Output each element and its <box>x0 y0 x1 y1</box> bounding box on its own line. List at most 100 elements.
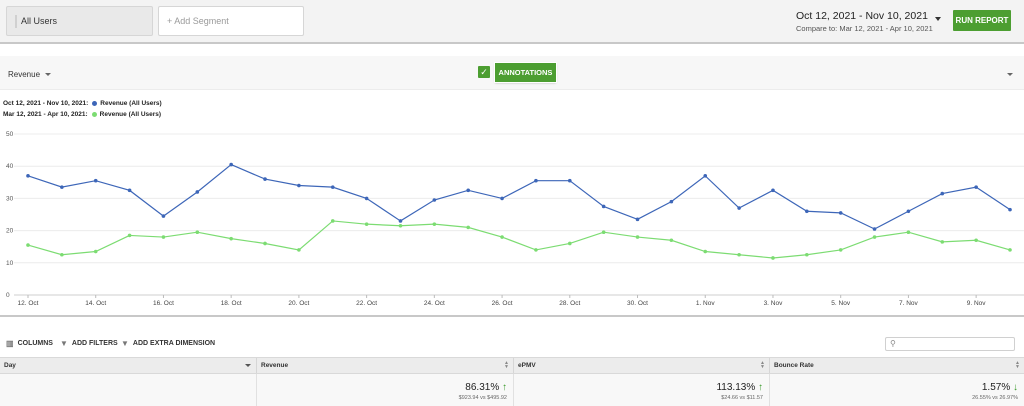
date-range-picker[interactable]: Oct 12, 2021 - Nov 10, 2021 Compare to: … <box>796 10 946 33</box>
legend-item[interactable]: Mar 12, 2021 - Apr 10, 2021: Revenue (Al… <box>3 109 162 120</box>
chevron-down-icon[interactable] <box>1007 73 1013 76</box>
data-point <box>1008 207 1012 212</box>
annotations-checkbox[interactable]: ✓ <box>478 66 490 78</box>
data-point <box>805 209 809 214</box>
x-tick-label: 28. Oct <box>559 300 580 307</box>
data-point <box>567 178 572 183</box>
legend-range: Mar 12, 2021 - Apr 10, 2021: <box>3 111 88 118</box>
data-point <box>737 206 741 210</box>
arrow-down-icon: ↓ <box>1013 382 1018 393</box>
sort-icon[interactable]: ▲ ▼ <box>1015 360 1020 370</box>
data-point <box>60 252 64 257</box>
x-tick-label: 24. Oct <box>424 300 445 307</box>
data-point <box>567 241 572 246</box>
segment-all-users[interactable]: All Users <box>6 6 153 36</box>
top-bar: All Users + Add Segment Oct 12, 2021 - N… <box>0 0 1024 44</box>
data-point <box>500 235 504 239</box>
columns-button[interactable]: ▥ COLUMNS <box>6 339 53 348</box>
legend-label: Revenue (All Users) <box>99 111 162 118</box>
chevron-down-icon[interactable] <box>935 17 941 21</box>
data-point <box>838 211 843 215</box>
data-point <box>364 196 369 201</box>
x-tick-label: 5. Nov <box>831 300 851 307</box>
table-search-input[interactable]: ⚲ <box>885 337 1015 351</box>
search-icon: ⚲ <box>890 339 896 348</box>
column-header-revenue[interactable]: Revenue ▲ ▼ <box>257 358 514 373</box>
data-point <box>703 249 708 254</box>
columns-icon: ▥ <box>6 339 14 348</box>
data-point <box>872 235 877 239</box>
data-point <box>771 256 775 260</box>
data-point <box>906 209 911 214</box>
x-tick-label: 26. Oct <box>492 300 513 307</box>
data-point <box>940 191 945 196</box>
column-header-label: Revenue <box>261 362 289 369</box>
data-point <box>297 248 301 252</box>
data-point <box>601 230 606 235</box>
x-tick-label: 9. Nov <box>967 300 987 307</box>
x-tick-label: 1. Nov <box>696 300 716 307</box>
column-header-epmv[interactable]: ePMV ▲ ▼ <box>514 358 770 373</box>
table-cell-epmv: 113.13% ↑ $24.66 vs $11.57 <box>514 374 770 406</box>
data-point <box>838 248 843 252</box>
chevron-down-icon[interactable] <box>45 73 51 76</box>
data-point <box>330 185 335 189</box>
add-dimension-button[interactable]: ▼ ADD EXTRA DIMENSION <box>121 339 215 348</box>
data-point <box>263 177 267 181</box>
x-tick-label: 20. Oct <box>288 300 309 307</box>
data-point <box>805 252 809 257</box>
sort-icon[interactable]: ▲ ▼ <box>760 360 765 370</box>
revenue-line-chart: 0 10 20 30 40 50 12. Oct 14. Oct 16. Oct 18. Oct 2… <box>6 131 1024 307</box>
x-tick-label: 7. Nov <box>899 300 919 307</box>
add-segment-button[interactable]: + Add Segment <box>158 6 304 36</box>
segment-label: All Users <box>21 16 58 26</box>
date-range-main: Oct 12, 2021 - Nov 10, 2021 <box>796 10 928 22</box>
add-filters-button[interactable]: ▼ ADD FILTERS <box>60 339 118 348</box>
data-point <box>466 225 471 230</box>
add-segment-label: + Add Segment <box>167 16 229 26</box>
legend-range: Oct 12, 2021 - Nov 10, 2021: <box>3 100 89 107</box>
y-tick-label: 10 <box>6 260 14 267</box>
data-point <box>364 222 369 226</box>
data-point <box>771 188 775 193</box>
data-point <box>466 188 471 193</box>
add-dimension-label: ADD EXTRA DIMENSION <box>132 340 216 347</box>
annotations-button[interactable]: ANNOTATIONS <box>495 63 556 82</box>
legend-item[interactable]: Oct 12, 2021 - Nov 10, 2021: Revenue (Al… <box>3 98 162 109</box>
data-point <box>906 230 911 235</box>
data-point <box>330 219 335 223</box>
data-point <box>195 190 200 194</box>
chevron-down-icon[interactable] <box>245 364 251 367</box>
x-tick-label: 18. Oct <box>221 300 242 307</box>
data-point <box>26 243 30 247</box>
data-point <box>703 174 708 178</box>
sort-icon[interactable]: ▲ ▼ <box>504 360 509 370</box>
date-range-compare: Compare to: Mar 12, 2021 - Apr 10, 2021 <box>796 24 933 33</box>
metric-select[interactable]: Revenue <box>8 70 41 79</box>
y-tick-label: 20 <box>6 228 14 235</box>
x-tick-label: 22. Oct <box>356 300 377 307</box>
data-point <box>974 185 978 189</box>
add-filters-label: ADD FILTERS <box>71 340 118 347</box>
y-tick-label: 0 <box>6 292 10 299</box>
column-header-bounce-rate[interactable]: Bounce Rate ▲ ▼ <box>770 358 1024 373</box>
bounce-rate-change: 1.57% <box>981 382 1011 393</box>
x-tick-label: 14. Oct <box>85 300 106 307</box>
data-point <box>940 240 945 244</box>
table-toolbar: ▥ COLUMNS ▼ ADD FILTERS ▼ ADD EXTRA DIMENSI… <box>0 317 1024 357</box>
column-header-label: ePMV <box>518 362 536 369</box>
y-tick-label: 40 <box>6 163 14 170</box>
data-point <box>635 217 640 222</box>
data-point <box>60 185 64 189</box>
x-tick-label: 16. Oct <box>153 300 174 307</box>
run-report-button[interactable]: RUN REPORT <box>953 10 1011 31</box>
column-header-day[interactable]: Day <box>0 358 257 373</box>
chart-toolbar: Revenue ✓ ANNOTATIONS <box>0 56 1024 90</box>
columns-label: COLUMNS <box>17 340 53 347</box>
data-point <box>195 230 200 235</box>
data-point <box>161 214 166 218</box>
y-tick-label: 50 <box>6 131 14 138</box>
data-point <box>161 235 166 239</box>
data-point <box>534 178 538 183</box>
data-point <box>263 241 267 246</box>
